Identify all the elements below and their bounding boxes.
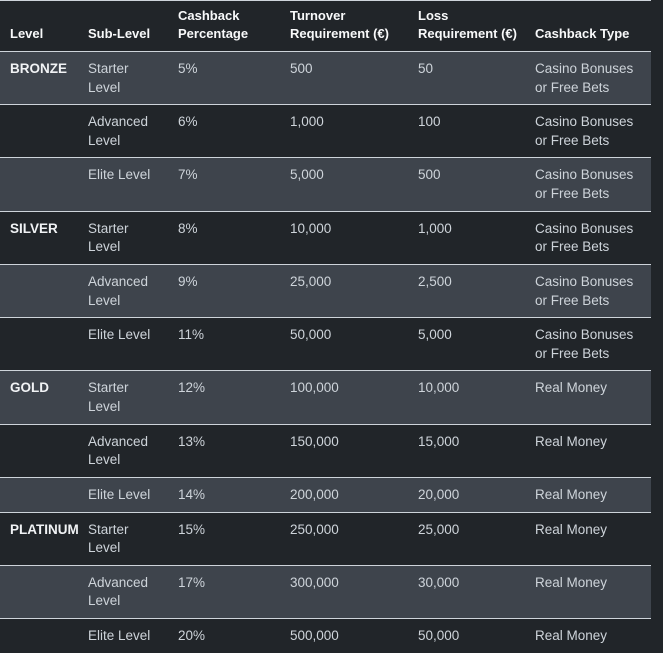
cell-cashback-type: Real Money (535, 628, 608, 643)
table-body: BRONZE Starter Level 5% 500 50 Casino Bonuses… (0, 51, 651, 653)
column-header-cashback-type: Cashback Type (525, 0, 651, 52)
cell-loss-requirement: 10,000 (418, 380, 460, 396)
cell-level (0, 158, 78, 211)
column-header-level: Level (0, 0, 78, 52)
table-row: Advanced Level 9% 25,000 2,500 Casino Bonuse… (0, 264, 651, 318)
table-row: Elite Level 20% 500,000 50,000 Real Money (0, 618, 651, 653)
cell-loss-requirement: 100 (418, 114, 441, 130)
cell-turnover-requirement: 1,000 (290, 114, 324, 130)
table-row: Elite Level 14% 200,000 20,000 Real Money (0, 477, 651, 512)
cell-cashback-percentage: 5% (178, 60, 198, 76)
cell-loss-requirement: 500 (418, 167, 441, 183)
cell-cashback-percentage: 11% (178, 327, 205, 343)
cell-turnover-requirement: 300,000 (290, 574, 339, 590)
table-row: Elite Level 11% 50,000 5,000 Casino Bonuses … (0, 317, 651, 371)
table-row: GOLD Starter Level 12% 100,000 10,000 Real Mo… (0, 370, 651, 425)
table-row: Advanced Level 6% 1,000 100 Casino Bonuses o… (0, 104, 651, 158)
column-header-loss-requirement: Loss Requirement (€) (408, 0, 525, 52)
table-row: Advanced Level 13% 150,000 15,000 Real Money (0, 424, 651, 478)
cell-cashback-type: Real Money (535, 574, 608, 590)
cell-cashback-type: Casino Bonuses or Free Bets (535, 114, 634, 148)
cell-loss-requirement: 15,000 (418, 433, 460, 449)
cell-sub-level: Elite Level (88, 167, 151, 183)
cell-cashback-type: Real Money (535, 380, 608, 396)
cell-loss-requirement: 1,000 (418, 220, 452, 236)
cell-cashback-type: Real Money (535, 521, 608, 537)
cell-sub-level: Starter Level (88, 521, 129, 556)
cell-turnover-requirement: 500,000 (290, 628, 339, 643)
cell-loss-requirement: 25,000 (418, 521, 460, 537)
cell-level: SILVER (10, 220, 58, 236)
table-row: PLATINUM Starter Level 15% 250,000 25,000 Rea… (0, 512, 651, 566)
cell-level: GOLD (10, 380, 49, 396)
table-row: BRONZE Starter Level 5% 500 50 Casino Bonuses… (0, 51, 651, 105)
cell-loss-requirement: 20,000 (418, 486, 460, 502)
cell-sub-level: Elite Level (88, 327, 151, 343)
cell-sub-level: Starter Level (88, 60, 129, 95)
cell-level (0, 619, 78, 653)
column-header-cashback-percentage: Cashback Percentage (168, 0, 280, 52)
cell-level (0, 105, 78, 158)
cell-cashback-percentage: 15% (178, 521, 206, 537)
column-header-turnover-requirement: Turnover Requirement (€) (280, 0, 408, 52)
cell-cashback-percentage: 13% (178, 433, 206, 449)
cell-turnover-requirement: 250,000 (290, 521, 339, 537)
cell-level: PLATINUM (10, 521, 79, 537)
cell-sub-level: Advanced Level (88, 433, 149, 468)
cell-turnover-requirement: 25,000 (290, 273, 332, 289)
cell-level (0, 264, 78, 317)
cell-cashback-type: Casino Bonuses or Free Bets (535, 60, 634, 95)
cell-cashback-percentage: 8% (178, 220, 198, 236)
cell-sub-level: Elite Level (88, 628, 151, 643)
cell-loss-requirement: 2,500 (418, 273, 452, 289)
cell-cashback-type: Real Money (535, 433, 608, 449)
cell-cashback-percentage: 17% (178, 574, 206, 590)
cell-cashback-type: Casino Bonuses or Free Bets (535, 167, 634, 201)
cell-cashback-type: Casino Bonuses or Free Bets (535, 273, 634, 308)
cell-cashback-type: Real Money (535, 486, 608, 502)
cell-turnover-requirement: 5,000 (290, 167, 324, 183)
cell-sub-level: Advanced Level (88, 273, 149, 308)
cell-turnover-requirement: 500 (290, 60, 313, 76)
cell-cashback-percentage: 6% (178, 114, 198, 130)
cell-cashback-percentage: 14% (178, 486, 206, 502)
cell-turnover-requirement: 150,000 (290, 433, 339, 449)
cell-sub-level: Starter Level (88, 220, 129, 255)
cell-turnover-requirement: 200,000 (290, 486, 339, 502)
cell-cashback-percentage: 9% (178, 273, 198, 289)
cell-cashback-percentage: 20% (178, 628, 206, 643)
cell-level (0, 318, 78, 371)
cell-sub-level: Elite Level (88, 486, 151, 502)
cell-sub-level: Advanced Level (88, 114, 149, 148)
cell-loss-requirement: 30,000 (418, 574, 460, 590)
cell-turnover-requirement: 100,000 (290, 380, 339, 396)
table-header-row: Level Sub-Level Cashback Percentage Turn… (0, 0, 651, 52)
table-row: SILVER Starter Level 8% 10,000 1,000 Casino B… (0, 211, 651, 265)
cell-turnover-requirement: 10,000 (290, 220, 332, 236)
cell-cashback-type: Casino Bonuses or Free Bets (535, 327, 634, 361)
cell-loss-requirement: 50 (418, 60, 434, 76)
cell-cashback-percentage: 12% (178, 380, 206, 396)
cell-level (0, 477, 78, 512)
cell-level (0, 424, 78, 477)
cell-loss-requirement: 5,000 (418, 327, 452, 343)
column-header-sub-level: Sub-Level (78, 0, 168, 52)
cell-cashback-type: Casino Bonuses or Free Bets (535, 220, 634, 255)
cell-level: BRONZE (10, 60, 67, 76)
cell-cashback-percentage: 7% (178, 167, 198, 183)
cell-loss-requirement: 50,000 (418, 628, 460, 643)
table-row: Elite Level 7% 5,000 500 Casino Bonuses or F… (0, 157, 651, 212)
cell-sub-level: Starter Level (88, 380, 129, 414)
cell-turnover-requirement: 50,000 (290, 327, 332, 343)
